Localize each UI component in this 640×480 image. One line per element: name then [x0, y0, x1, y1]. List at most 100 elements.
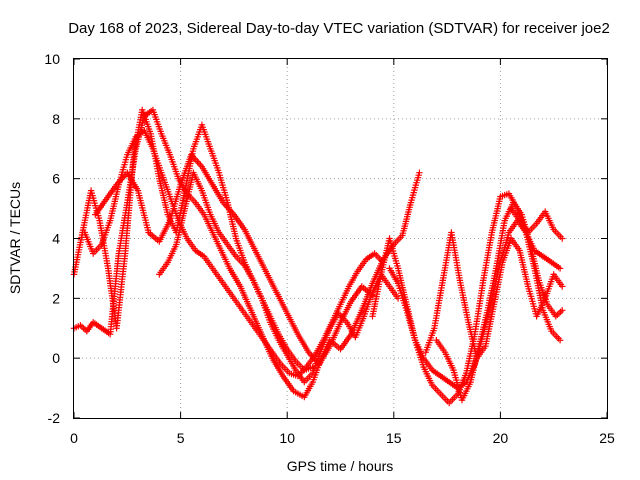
data-point: [431, 279, 446, 332]
data-point: [190, 124, 205, 152]
data-point: [232, 235, 247, 264]
data-point: [475, 309, 491, 350]
y-tick-label: 6: [52, 171, 60, 187]
data-point: [90, 319, 104, 331]
data-point: [209, 265, 223, 282]
data-point: [446, 378, 460, 391]
data-point: [416, 169, 423, 176]
data-point: [345, 270, 360, 290]
data-point: [411, 337, 426, 360]
data-point: [429, 381, 443, 396]
x-tick-label: 20: [493, 430, 509, 446]
data-point: [207, 145, 222, 174]
data-point: [207, 211, 222, 234]
data-point: [164, 243, 179, 266]
x-axis-label: GPS time / hours: [287, 458, 394, 474]
y-tick-label: 0: [52, 350, 60, 366]
data-point: [524, 283, 540, 317]
data-point: [200, 211, 215, 234]
data-point: [480, 231, 495, 284]
data-point: [269, 355, 285, 378]
data-point: [542, 208, 556, 231]
data-point: [166, 183, 184, 224]
data-point: [456, 277, 472, 323]
series-track-9: [433, 199, 566, 404]
data-point: [266, 313, 281, 336]
data-point: [266, 319, 281, 342]
data-point: [241, 226, 258, 252]
data-point: [337, 285, 352, 308]
data-point: [437, 390, 451, 405]
data-point: [284, 352, 298, 372]
data-point: [260, 337, 275, 354]
data-point: [467, 345, 482, 386]
y-tick-label: 4: [52, 231, 60, 247]
data-point: [328, 303, 343, 326]
x-tick-label: 10: [279, 430, 295, 446]
data-point: [275, 337, 290, 357]
data-point: [258, 295, 273, 318]
data-point: [403, 307, 418, 341]
data-point: [188, 151, 204, 169]
y-tick-label: -2: [48, 410, 61, 426]
data-point: [441, 349, 456, 372]
data-point: [173, 207, 188, 248]
data-point: [220, 199, 236, 217]
data-point: [556, 337, 564, 344]
data-point: [113, 252, 129, 332]
data-point: [215, 169, 230, 204]
data-point: [471, 279, 487, 338]
data-point: [269, 349, 283, 366]
data-point: [252, 325, 266, 342]
data-point: [294, 331, 311, 354]
data-point: [275, 331, 290, 351]
data-point: [226, 289, 240, 306]
series-track-4: [92, 151, 376, 368]
data-point: [286, 369, 299, 379]
data-point: [360, 291, 375, 320]
data-point: [149, 106, 164, 135]
data-point: [98, 219, 113, 248]
data-point: [362, 251, 377, 263]
data-point: [320, 321, 335, 344]
data-point: [556, 265, 564, 272]
data-point: [149, 145, 164, 174]
data-point: [107, 183, 122, 224]
data-point: [448, 229, 463, 282]
data-point: [235, 301, 249, 318]
data-point: [309, 363, 316, 371]
data-point: [488, 195, 503, 236]
data-point: [420, 363, 435, 386]
data-point: [524, 222, 539, 236]
data-point: [539, 307, 554, 333]
data-point: [124, 169, 140, 192]
data-point: [337, 332, 353, 353]
data-point: [277, 360, 291, 375]
data-point: [262, 268, 279, 294]
series-track-5: [156, 169, 316, 374]
y-tick-label: 10: [44, 51, 60, 67]
data-point: [226, 265, 243, 288]
data-point: [507, 205, 522, 222]
data-point: [134, 187, 152, 234]
data-point: [241, 262, 256, 282]
data-point: [316, 345, 332, 368]
data-point: [446, 392, 460, 407]
data-point: [217, 277, 232, 294]
data-point: [192, 199, 206, 216]
data-point: [92, 198, 108, 218]
data-point: [386, 235, 401, 270]
data-point: [215, 229, 230, 246]
data-point: [252, 247, 268, 273]
data-point: [394, 280, 409, 312]
data-point: [548, 259, 562, 271]
data-point: [510, 199, 524, 216]
data-point: [550, 226, 564, 240]
data-point: [190, 169, 205, 192]
data-point: [433, 337, 447, 354]
data-point: [290, 387, 306, 400]
data-point: [166, 151, 181, 180]
series-track-3: [81, 127, 387, 380]
x-tick-label: 0: [70, 430, 78, 446]
data-point: [429, 366, 443, 379]
